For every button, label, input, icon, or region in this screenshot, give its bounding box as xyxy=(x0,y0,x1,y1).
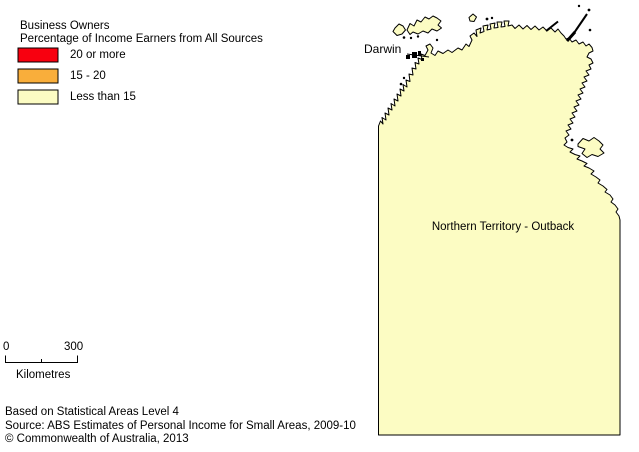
legend-label-15-20: 15 - 20 xyxy=(70,70,106,82)
darwin-city-label: Darwin xyxy=(364,42,402,56)
legend-swatch-orange xyxy=(17,68,59,84)
scale-unit-label: Kilometres xyxy=(16,369,71,381)
wessel-islands-shape xyxy=(573,13,588,34)
source-note-line3: © Commonwealth of Australia, 2013 xyxy=(5,433,189,445)
source-note: Based on Statistical Areas Level 4 Sourc… xyxy=(5,406,356,447)
bathurst-island-shape xyxy=(392,23,406,36)
legend-label-less-than-15: Less than 15 xyxy=(70,91,136,103)
legend-swatch-yellow xyxy=(17,89,59,105)
legend-title-line1: Business Owners xyxy=(20,20,110,32)
darwin-leader-line xyxy=(406,53,430,58)
region-label-nt-outback: Northern Territory - Outback xyxy=(431,221,575,233)
wessel-islands-shape xyxy=(565,31,577,42)
legend-title: Business Owners Percentage of Income Ear… xyxy=(20,20,263,46)
melville-island-shape xyxy=(406,15,442,35)
elcho-island-shape xyxy=(545,20,559,32)
source-note-line1: Based on Statistical Areas Level 4 xyxy=(5,406,179,418)
source-note-line2: Source: ABS Estimates of Personal Income… xyxy=(5,419,356,432)
croker-island-shape xyxy=(468,13,477,22)
legend-swatch-red xyxy=(17,47,59,63)
legend-swatch-less-than-15 xyxy=(17,89,59,105)
legend-label-20-or-more: 20 or more xyxy=(70,49,126,61)
scale-bar xyxy=(5,355,78,363)
legend-swatch-20-or-more xyxy=(17,47,59,63)
nt-mainland-shape xyxy=(378,20,621,436)
coastal-islets xyxy=(399,4,592,142)
groote-eylandt-shape xyxy=(577,137,605,158)
scale-bar-bracket xyxy=(5,355,78,363)
scale-end-label: 300 xyxy=(64,341,84,353)
legend-swatch-15-20 xyxy=(17,68,59,84)
legend-title-line2: Percentage of Income Earners from All So… xyxy=(20,33,263,45)
scale-start-label: 0 xyxy=(3,341,10,353)
